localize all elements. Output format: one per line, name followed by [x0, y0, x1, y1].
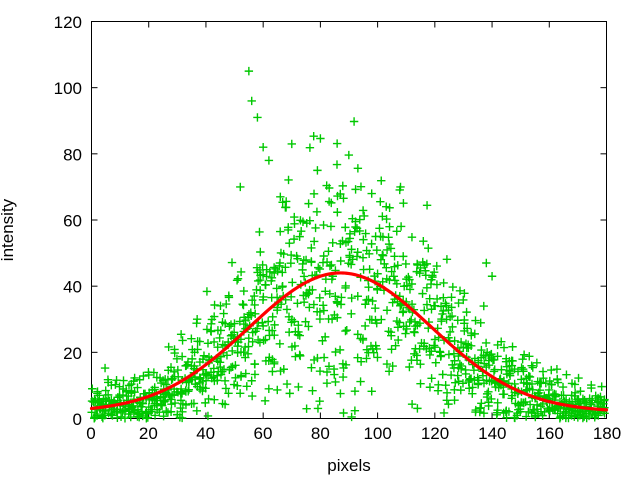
svg-text:60: 60: [63, 212, 82, 231]
svg-text:80: 80: [311, 424, 330, 443]
svg-text:180: 180: [593, 424, 621, 443]
svg-text:120: 120: [54, 13, 82, 32]
svg-text:pixels: pixels: [327, 456, 370, 475]
svg-text:80: 80: [63, 145, 82, 164]
svg-text:60: 60: [254, 424, 273, 443]
svg-text:100: 100: [54, 79, 82, 98]
svg-text:40: 40: [63, 278, 82, 297]
svg-text:20: 20: [63, 344, 82, 363]
svg-text:40: 40: [196, 424, 215, 443]
svg-text:140: 140: [478, 424, 506, 443]
svg-text:0: 0: [86, 424, 95, 443]
svg-text:intensity: intensity: [0, 198, 17, 261]
svg-text:120: 120: [421, 424, 449, 443]
svg-text:0: 0: [73, 410, 82, 429]
svg-text:160: 160: [535, 424, 563, 443]
svg-text:20: 20: [139, 424, 158, 443]
svg-text:100: 100: [363, 424, 391, 443]
